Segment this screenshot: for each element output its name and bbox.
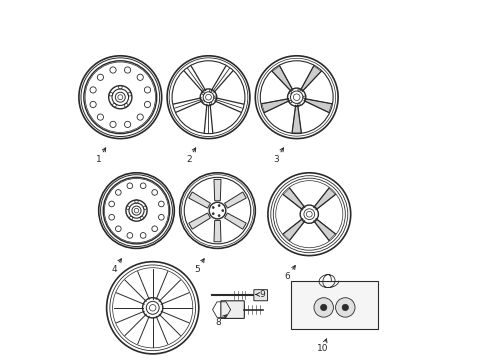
- Polygon shape: [272, 66, 292, 91]
- Circle shape: [222, 210, 224, 212]
- Polygon shape: [283, 219, 304, 240]
- Polygon shape: [304, 99, 331, 112]
- Polygon shape: [188, 213, 210, 229]
- FancyBboxPatch shape: [221, 301, 244, 318]
- Polygon shape: [214, 220, 221, 242]
- Circle shape: [335, 298, 354, 317]
- Text: 10: 10: [317, 339, 328, 353]
- Text: 2: 2: [185, 148, 195, 163]
- Text: 6: 6: [284, 266, 295, 281]
- Circle shape: [218, 204, 220, 207]
- Circle shape: [313, 298, 333, 317]
- Text: 8: 8: [215, 315, 226, 327]
- Bar: [291, 281, 377, 329]
- Polygon shape: [300, 66, 321, 91]
- Text: 5: 5: [194, 259, 204, 274]
- Circle shape: [212, 213, 214, 215]
- Polygon shape: [224, 192, 246, 208]
- Polygon shape: [313, 219, 335, 240]
- Circle shape: [320, 304, 326, 311]
- Polygon shape: [224, 213, 246, 229]
- Circle shape: [212, 207, 214, 208]
- FancyBboxPatch shape: [253, 290, 267, 301]
- Polygon shape: [188, 192, 210, 208]
- Polygon shape: [283, 188, 304, 210]
- Polygon shape: [214, 179, 221, 201]
- Circle shape: [218, 215, 220, 217]
- Circle shape: [342, 304, 348, 311]
- Polygon shape: [291, 105, 301, 132]
- Text: 4: 4: [111, 259, 121, 274]
- Text: 9: 9: [255, 290, 264, 299]
- Polygon shape: [313, 188, 335, 210]
- Polygon shape: [261, 99, 288, 112]
- Text: 3: 3: [273, 148, 283, 163]
- Text: 1: 1: [96, 148, 105, 163]
